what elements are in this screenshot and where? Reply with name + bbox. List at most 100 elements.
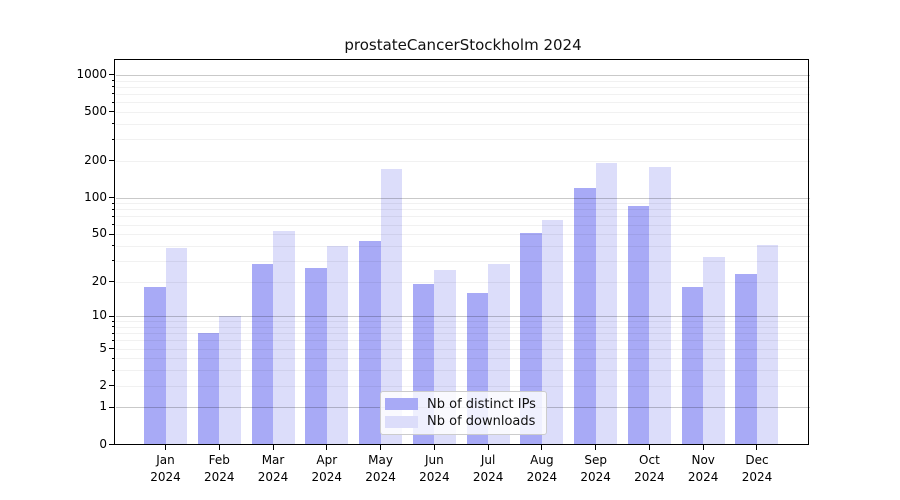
y-minortick-90	[112, 202, 115, 204]
y-tick-label-50: 50	[91, 226, 107, 241]
gridline-minor-700	[116, 93, 810, 95]
y-tick-2	[109, 385, 115, 387]
y-minortick-300	[112, 138, 115, 140]
gridline-minor-50	[116, 234, 810, 236]
y-minortick-80	[112, 208, 115, 210]
x-tick-jun	[433, 445, 435, 450]
y-tick-50	[109, 233, 115, 235]
legend-swatch-downloads	[385, 415, 418, 428]
bar-mar-downloads	[273, 231, 295, 446]
bar-sep-distinct-ips	[574, 187, 596, 446]
x-tick-label-jan: Jan 2024	[150, 453, 181, 484]
y-tick-label-10: 10	[91, 308, 107, 323]
bar-may-downloads	[380, 169, 403, 446]
legend-item-downloads: Nb of downloads	[385, 414, 538, 429]
bar-jan-downloads	[165, 248, 187, 446]
bar-dec-distinct-ips	[735, 274, 757, 446]
y-tick-500	[109, 111, 115, 113]
x-tick-may	[380, 445, 382, 450]
legend-swatch-distinct-ips	[385, 398, 418, 411]
gridline-major-100	[116, 197, 810, 199]
x-tick-sep	[595, 445, 597, 450]
gridline-minor-200	[116, 160, 810, 162]
y-minortick-60	[112, 224, 115, 226]
y-minortick-4	[112, 357, 115, 359]
y-tick-label-1000: 1000	[76, 66, 107, 81]
x-tick-label-nov: Nov 2024	[687, 453, 719, 484]
x-tick-aug	[541, 445, 543, 450]
y-tick-label-5: 5	[99, 340, 107, 355]
x-tick-apr	[326, 445, 328, 450]
bar-apr-downloads	[326, 245, 349, 446]
gridline-minor-90	[116, 203, 810, 205]
y-minortick-700	[112, 93, 115, 95]
x-tick-feb	[218, 445, 220, 450]
y-minortick-30	[112, 260, 115, 262]
gridline-minor-300	[116, 139, 810, 141]
gridline-minor-800	[116, 86, 810, 88]
x-tick-label-dec: Dec 2024	[741, 453, 773, 484]
x-tick-label-jun: Jun 2024	[419, 453, 450, 484]
gridline-minor-80	[116, 209, 810, 211]
y-tick-100	[109, 197, 115, 199]
y-minortick-7	[112, 332, 115, 334]
x-tick-label-aug: Aug 2024	[526, 453, 558, 484]
legend-label-distinct-ips: Nb of distinct IPs	[427, 396, 536, 412]
y-minortick-3	[112, 369, 115, 371]
x-tick-label-sep: Sep 2024	[580, 453, 611, 484]
y-tick-10	[109, 315, 115, 317]
y-tick-label-0: 0	[99, 436, 107, 451]
x-tick-label-may: May 2024	[365, 453, 396, 484]
legend: Nb of distinct IPs Nb of downloads	[380, 391, 547, 435]
x-tick-mar	[272, 445, 274, 450]
bar-nov-downloads	[703, 257, 725, 446]
gridline-minor-400	[116, 123, 810, 125]
y-tick-0	[109, 444, 115, 445]
gridline-minor-70	[116, 216, 810, 218]
bar-feb-downloads	[219, 316, 241, 446]
legend-label-downloads: Nb of downloads	[427, 414, 536, 430]
gridline-minor-40	[116, 245, 810, 247]
y-tick-200	[109, 160, 115, 162]
y-tick-label-1: 1	[99, 399, 107, 414]
bar-feb-distinct-ips	[197, 333, 220, 446]
y-tick-label-200: 200	[84, 152, 107, 167]
gridline-minor-600	[116, 102, 810, 104]
x-tick-nov	[702, 445, 704, 450]
bar-dec-downloads	[756, 244, 779, 446]
x-tick-label-jul: Jul 2024	[472, 453, 504, 484]
y-minortick-400	[112, 123, 115, 125]
x-tick-label-oct: Oct 2024	[634, 453, 665, 484]
x-tick-label-apr: Apr 2024	[311, 453, 343, 484]
x-tick-label-feb: Feb 2024	[203, 453, 235, 484]
y-tick-20	[109, 281, 115, 283]
y-tick-5	[109, 348, 115, 350]
y-minortick-70	[112, 215, 115, 217]
y-minortick-40	[112, 245, 115, 247]
bar-oct-distinct-ips	[627, 206, 650, 446]
y-tick-1000	[109, 74, 115, 76]
bar-aug-downloads	[541, 220, 564, 446]
y-tick-label-2: 2	[99, 377, 107, 392]
y-minortick-9	[112, 320, 115, 322]
bar-nov-distinct-ips	[681, 286, 704, 446]
y-tick-label-500: 500	[84, 103, 107, 118]
y-minortick-8	[112, 326, 115, 328]
y-tick-1	[109, 406, 115, 408]
gridline-minor-60	[116, 224, 810, 226]
bar-oct-downloads	[649, 167, 671, 446]
y-tick-label-20: 20	[91, 273, 107, 288]
y-minortick-900	[112, 80, 115, 81]
y-minortick-800	[112, 86, 115, 88]
y-minortick-600	[112, 101, 115, 103]
bar-sep-downloads	[595, 162, 618, 446]
bar-apr-distinct-ips	[305, 268, 327, 446]
y-minortick-6	[112, 339, 115, 341]
gridline-minor-900	[116, 80, 810, 82]
bar-may-distinct-ips	[359, 240, 381, 446]
gridline-major-1000	[116, 74, 810, 76]
bar-jan-distinct-ips	[144, 286, 166, 446]
x-tick-jul	[487, 445, 489, 450]
gridline-minor-500	[116, 111, 810, 113]
